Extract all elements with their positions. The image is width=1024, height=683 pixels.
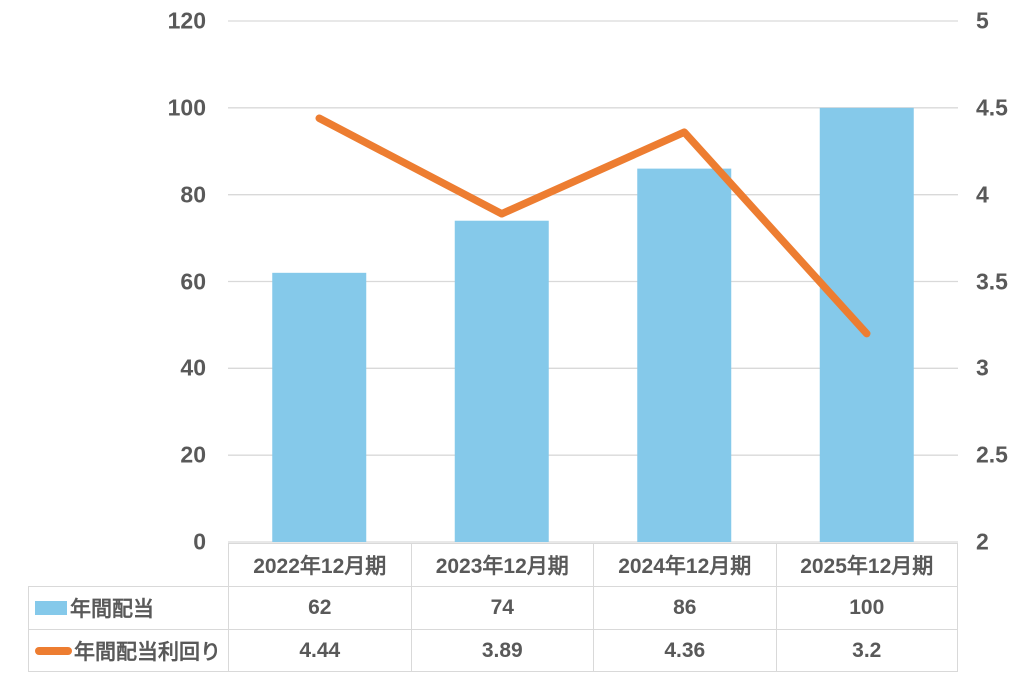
left-axis-tick-label: 80 — [180, 181, 206, 208]
left-axis-tick-label: 20 — [180, 441, 206, 468]
yield-line — [315, 114, 871, 338]
data-table: 2022年12月期 2023年12月期 2024年12月期 2025年12月期 … — [28, 543, 958, 672]
table-value-cell: 3.2 — [775, 629, 958, 672]
left-axis-tick-label: 0 — [193, 528, 206, 555]
table-column-header: 2025年12月期 — [775, 543, 958, 586]
dividend-bar — [272, 272, 367, 542]
bar-series-swatch-icon — [35, 601, 67, 615]
table-value-cell: 3.89 — [410, 629, 593, 672]
right-axis-tick-label: 4.5 — [976, 94, 1008, 121]
bar-series-label: 年間配当 — [70, 598, 154, 621]
table-column-header: 2024年12月期 — [593, 543, 776, 586]
table-value-cell: 100 — [775, 586, 958, 629]
legend-row-line: 年間配当利回り — [28, 629, 228, 672]
table-corner-blank — [28, 543, 228, 586]
right-axis-tick-label: 3 — [976, 354, 989, 381]
table-column-header: 2022年12月期 — [228, 543, 411, 586]
table-value-cell: 4.44 — [228, 629, 411, 672]
right-axis-tick-label: 3.5 — [976, 268, 1008, 294]
left-axis-tick-label: 40 — [180, 354, 206, 381]
dividend-bar — [819, 107, 914, 542]
left-axis-tick-label: 100 — [167, 94, 206, 121]
table-value-cell: 62 — [228, 586, 411, 629]
left-axis-tick-label: 120 — [167, 7, 206, 34]
table-value-cell: 86 — [593, 586, 776, 629]
legend-row-bar: 年間配当 — [28, 586, 228, 629]
right-axis-tick-label: 2.5 — [976, 441, 1008, 468]
dividend-bar — [454, 220, 549, 542]
right-axis-tick-label: 5 — [976, 7, 989, 34]
right-axis-tick-label: 2 — [976, 528, 989, 555]
table-value-cell: 74 — [410, 586, 593, 629]
right-axis-tick-label: 4 — [976, 181, 989, 208]
table-column-header: 2023年12月期 — [410, 543, 593, 586]
left-axis-tick-label: 60 — [180, 268, 206, 294]
line-series-label: 年間配当利回り — [74, 640, 221, 664]
line-series-swatch-icon — [35, 646, 72, 655]
dividend-bar — [637, 168, 732, 542]
table-value-cell: 4.36 — [593, 629, 776, 672]
